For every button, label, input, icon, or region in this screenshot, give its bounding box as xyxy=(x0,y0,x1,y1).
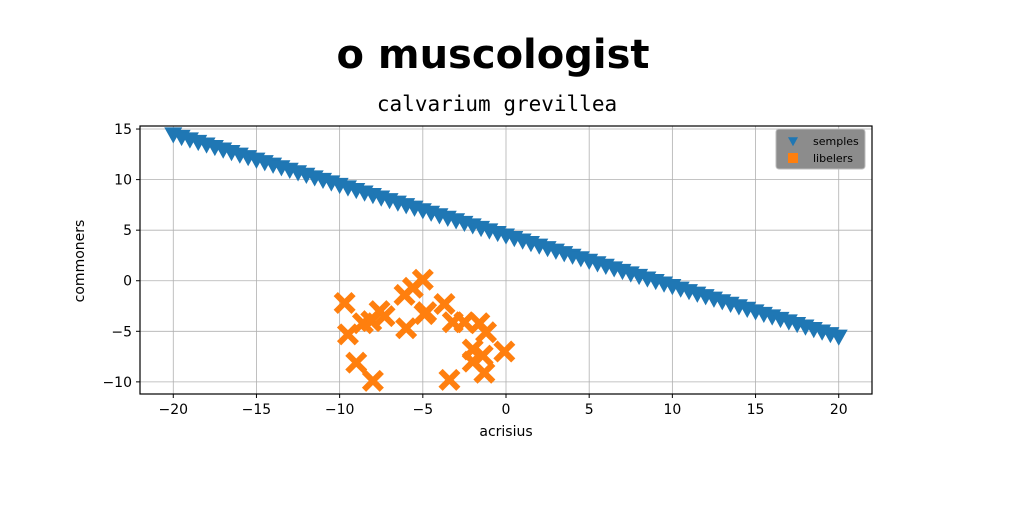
x-tick-label: −15 xyxy=(242,402,272,418)
data-point-x xyxy=(415,301,438,324)
legend-label-libelers: libelers xyxy=(813,152,853,165)
x-tick-label: 10 xyxy=(663,402,681,418)
data-point-x xyxy=(471,344,494,367)
x-tick-label: −5 xyxy=(412,402,433,418)
y-tick-label: −10 xyxy=(102,375,132,391)
x-axis-label: acrisius xyxy=(479,424,532,440)
x-tick-label: 5 xyxy=(585,402,594,418)
legend: semples libelers xyxy=(775,128,866,170)
series-semples xyxy=(164,127,848,346)
x-tick-label: 20 xyxy=(830,402,848,418)
legend-label-semples: semples xyxy=(813,135,859,148)
x-tick-label: −20 xyxy=(158,402,188,418)
series-libelers xyxy=(333,268,516,392)
axis-ticks: −20 −15 −10 −5 0 5 10 15 20 −10 −5 0 5 10 15 xyxy=(102,122,847,418)
data-point-x xyxy=(493,340,516,363)
data-point-x xyxy=(433,292,456,315)
y-tick-label: 5 xyxy=(123,223,132,239)
data-point-x xyxy=(438,368,461,391)
x-tick-label: −10 xyxy=(325,402,355,418)
data-point-x xyxy=(361,369,384,392)
data-point-x xyxy=(333,291,356,314)
chart-title: o muscologist xyxy=(336,32,649,78)
y-tick-label: 0 xyxy=(123,274,132,290)
y-axis-label: commoners xyxy=(72,220,88,303)
legend-box xyxy=(775,128,866,170)
data-point-x xyxy=(473,361,496,384)
data-point-x xyxy=(373,305,396,328)
data-point-triangle xyxy=(829,329,848,346)
chart-subtitle: calvarium grevillea xyxy=(377,92,617,116)
data-point-x xyxy=(411,268,434,291)
data-point-x xyxy=(475,321,498,344)
legend-marker-semples xyxy=(788,137,798,147)
legend-marker-libelers xyxy=(788,153,798,163)
data-series xyxy=(164,127,848,392)
x-tick-label: 15 xyxy=(747,402,765,418)
x-tick-label: 0 xyxy=(502,402,511,418)
data-point-x xyxy=(395,317,418,340)
y-tick-label: 15 xyxy=(114,122,132,138)
y-tick-label: −5 xyxy=(111,324,132,340)
data-point-x xyxy=(345,351,368,374)
y-tick-label: 10 xyxy=(114,173,132,189)
